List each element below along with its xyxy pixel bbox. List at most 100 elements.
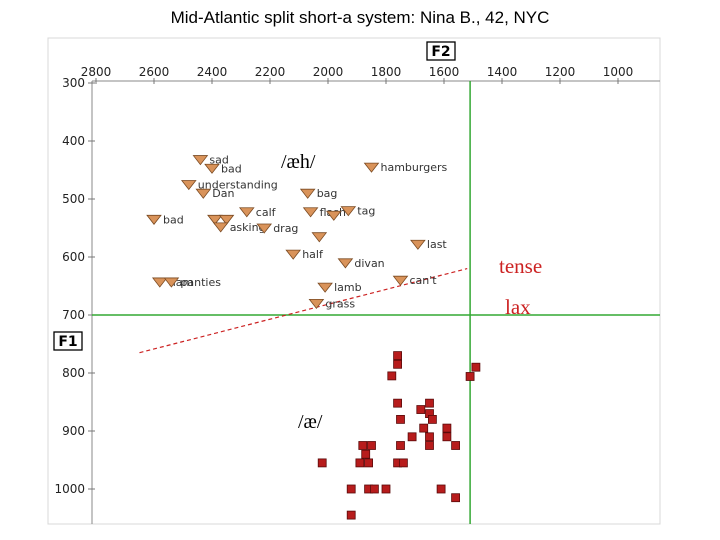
- lax-point: [427, 414, 437, 424]
- f1-axis-box: F1: [53, 331, 83, 351]
- lax-point: [407, 432, 417, 442]
- lax-point: [442, 423, 452, 433]
- tense-point: [212, 222, 229, 233]
- x-tick-label: 1000: [603, 65, 634, 79]
- lax-point: [425, 441, 434, 450]
- lax-point: [425, 398, 434, 408]
- tense-point: [218, 214, 235, 225]
- y-tick-label: 400: [62, 134, 85, 148]
- lax-point: [451, 441, 461, 450]
- tense-point-label: understanding: [198, 179, 278, 192]
- boundary-line: [139, 268, 468, 354]
- y-tick-label: 800: [62, 366, 85, 380]
- x-tick-label: 2200: [255, 65, 286, 79]
- tense-point: [146, 214, 162, 225]
- tense-point-label: grass: [325, 297, 355, 310]
- lax-points: [317, 351, 481, 520]
- tense-point: [337, 258, 354, 269]
- lax-point: [367, 441, 376, 450]
- tense-point-label: divan: [354, 257, 384, 270]
- x-tick-label: 2800: [81, 65, 112, 79]
- x-tick-label: 2400: [197, 65, 228, 79]
- tense-point-label: panties: [180, 276, 221, 289]
- tense-point: [392, 275, 409, 286]
- x-tick-label: 1200: [545, 65, 576, 79]
- f1-axis-label: F1: [58, 334, 77, 350]
- chart-title: Mid-Atlantic split short-a system: Nina …: [170, 8, 550, 27]
- lax-point: [442, 432, 452, 442]
- f2-axis-box: F2: [426, 41, 456, 61]
- lax-point: [387, 371, 397, 381]
- tense-point: [308, 298, 325, 310]
- tense-point: [410, 239, 426, 250]
- lax-point: [396, 441, 405, 450]
- tense-point: [325, 210, 342, 221]
- tense-point: [299, 188, 316, 199]
- tense-point: [238, 207, 255, 218]
- lax-point: [361, 449, 371, 459]
- lax-point: [317, 458, 327, 468]
- tense-point: [302, 207, 319, 218]
- tense-point: [195, 188, 212, 199]
- tense-point-label: Dan: [212, 187, 234, 200]
- tense-point: [180, 180, 197, 191]
- lax-point: [398, 458, 408, 468]
- x-tick-label: 1600: [429, 65, 460, 79]
- lax-point: [436, 484, 446, 494]
- lax-point: [419, 423, 429, 433]
- lax-point: [465, 372, 475, 381]
- tense-point: [340, 206, 357, 217]
- tense-point-label: sad: [209, 154, 228, 167]
- tense-point: [151, 277, 168, 288]
- lax-vowel-annotation: /æ/: [298, 411, 323, 433]
- y-tick-label: 900: [62, 424, 85, 438]
- plot-area: [47, 37, 661, 525]
- tense-point-label: half: [302, 248, 324, 261]
- lax-point: [425, 432, 434, 442]
- tense-point: [207, 214, 223, 225]
- y-tick-label: 700: [62, 308, 85, 322]
- tense-point-label: can't: [410, 274, 438, 287]
- tense-point-label: lamb: [334, 281, 362, 294]
- lax-point: [393, 398, 403, 408]
- tense-lax-boundary: [139, 268, 468, 354]
- tense-point: [363, 162, 380, 173]
- lax-point: [355, 458, 365, 468]
- tense-point-label: last: [427, 238, 448, 251]
- lax-annotation: lax: [505, 295, 531, 319]
- lax-point: [393, 359, 403, 369]
- tense-point-label: asking: [230, 221, 266, 234]
- tense-point-label: tag: [357, 205, 375, 218]
- tense-point: [192, 155, 209, 166]
- tense-point-label: hamburgers: [381, 161, 448, 174]
- lax-point: [358, 441, 368, 450]
- lax-point: [416, 405, 426, 414]
- y-tick-label: 300: [62, 76, 85, 90]
- y-tick-label: 500: [62, 192, 85, 206]
- lax-point: [393, 351, 403, 361]
- tense-point-label: drag: [273, 222, 298, 235]
- tense-point: [256, 223, 273, 234]
- f2-axis-label: F2: [431, 44, 450, 60]
- x-tick-label: 2600: [139, 65, 170, 79]
- tense-point: [285, 249, 302, 260]
- tense-point-label: bag: [317, 187, 338, 200]
- crosshair: [92, 81, 660, 524]
- y-tick-label: 600: [62, 250, 85, 264]
- lax-point: [396, 414, 405, 424]
- lax-point: [364, 458, 374, 468]
- lax-point: [346, 510, 356, 520]
- tense-point-label: calf: [256, 206, 277, 219]
- y-tick-label: 1000: [54, 482, 85, 496]
- tense-annotation: tense: [499, 254, 542, 278]
- lax-point: [451, 493, 461, 503]
- x-tick-label: 1800: [371, 65, 402, 79]
- axis-ticks: 2800 2600 2400 2200 2000 1800 1600 1400 1200 1000…: [54, 65, 633, 496]
- x-tick-label: 1400: [487, 65, 518, 79]
- lax-point: [346, 484, 356, 494]
- lax-point: [369, 484, 379, 494]
- tense-point-label: bad: [163, 213, 184, 226]
- tense-point: [311, 232, 328, 243]
- lax-point: [381, 484, 391, 494]
- tense-vowel-annotation: /æh/: [281, 151, 316, 173]
